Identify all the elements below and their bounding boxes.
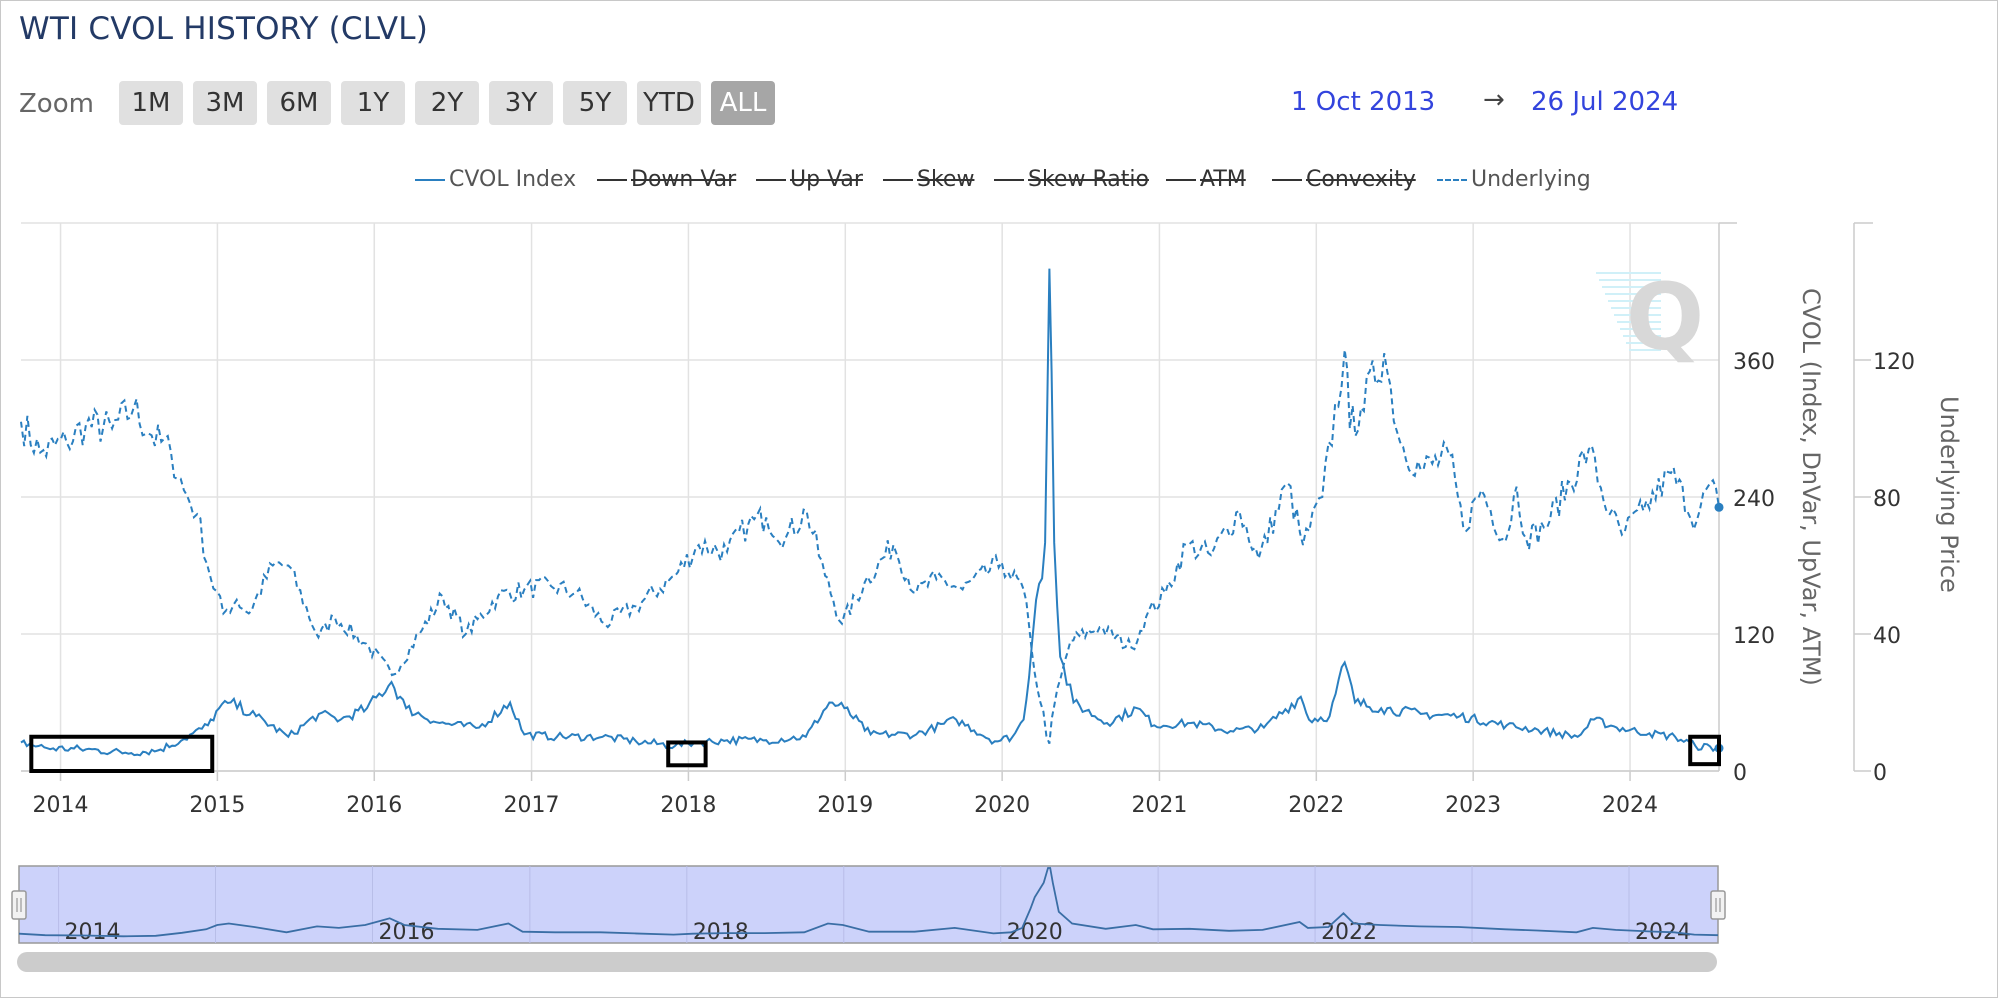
legend-item-up-var[interactable]: Up Var (756, 167, 863, 192)
y-right-tick-label: 0 (1873, 761, 1887, 786)
legend-item-skew-ratio[interactable]: Skew Ratio (994, 167, 1149, 192)
highlight-box (1688, 734, 1722, 767)
navigator-x-label: 2014 (65, 920, 121, 945)
y-right-tick-label: 120 (1873, 350, 1915, 375)
zoom-ytd-button[interactable]: YTD (637, 81, 701, 125)
navigator-handle-body (11, 890, 27, 920)
y-left-tick-label: 360 (1733, 350, 1775, 375)
navigator-x-label: 2020 (1007, 920, 1063, 945)
x-tick-label: 2022 (1288, 793, 1344, 818)
legend-label: Skew (917, 167, 975, 192)
legend-label: Convexity (1306, 167, 1416, 192)
series-end-marker-underlying (1714, 502, 1724, 512)
legend-item-atm[interactable]: ATM (1166, 167, 1246, 192)
zoom-2y-button[interactable]: 2Y (415, 81, 479, 125)
y-right-tick-label: 80 (1873, 487, 1901, 512)
series-line-cvol-index (20, 268, 1720, 757)
legend-label: Underlying (1471, 167, 1591, 192)
y-left-axis-title: CVOL (Index, DnVar, UpVar, ATM) (1797, 288, 1825, 686)
highlight-box (29, 734, 215, 773)
watermark-logo: Q (1596, 264, 1704, 371)
zoom-1y-button[interactable]: 1Y (341, 81, 405, 125)
legend-label: Down Var (631, 167, 737, 192)
zoom-3y-button[interactable]: 3Y (489, 81, 553, 125)
x-tick-label: 2024 (1602, 793, 1658, 818)
x-tick-label: 2018 (660, 793, 716, 818)
legend-label: Skew Ratio (1028, 167, 1149, 192)
navigator-x-label: 2016 (378, 920, 434, 945)
series-line-underlying (20, 349, 1720, 744)
scrollbar[interactable] (17, 952, 1717, 972)
navigator-handle-right[interactable] (1710, 890, 1726, 920)
watermark-letter: Q (1626, 264, 1704, 371)
x-tick-label: 2016 (346, 793, 402, 818)
x-tick-label: 2020 (974, 793, 1030, 818)
navigator-handle-left[interactable] (11, 890, 27, 920)
x-tick-label: 2023 (1445, 793, 1501, 818)
x-tick-label: 2015 (189, 793, 245, 818)
highlight-box (666, 740, 708, 768)
navigator-series-line (18, 867, 1719, 938)
range-from-input[interactable]: 1 Oct 2013 (1291, 87, 1436, 117)
zoom-5y-button[interactable]: 5Y (563, 81, 627, 125)
legend-label: Up Var (790, 167, 863, 192)
legend-item-underlying[interactable]: Underlying (1437, 167, 1591, 192)
zoom-3m-button[interactable]: 3M (193, 81, 257, 125)
zoom-label: Zoom (19, 89, 94, 119)
x-tick-label: 2019 (817, 793, 873, 818)
x-tick-label: 2021 (1131, 793, 1187, 818)
legend: CVOL Index Down Var Up Var Skew Skew Rat… (1, 167, 2000, 207)
zoom-all-button[interactable]: ALL (711, 81, 775, 125)
zoom-1m-button[interactable]: 1M (119, 81, 183, 125)
legend-item-cvol-index[interactable]: CVOL Index (415, 167, 576, 192)
legend-label: CVOL Index (449, 167, 577, 192)
zoom-6m-button[interactable]: 6M (267, 81, 331, 125)
legend-item-convexity[interactable]: Convexity (1272, 167, 1416, 192)
navigator-handle-body (1710, 890, 1726, 920)
x-tick-label: 2014 (33, 793, 89, 818)
legend-item-skew[interactable]: Skew (883, 167, 974, 192)
x-tick-label: 2017 (504, 793, 560, 818)
y-left-tick-label: 0 (1733, 761, 1747, 786)
y-right-tick-label: 40 (1873, 624, 1901, 649)
legend-item-down-var[interactable]: Down Var (597, 167, 736, 192)
y-left-tick-label: 240 (1733, 487, 1775, 512)
range-to-input[interactable]: 26 Jul 2024 (1531, 87, 1679, 117)
page-title: WTI CVOL HISTORY (CLVL) (19, 11, 429, 47)
range-arrow: → (1483, 85, 1505, 115)
y-right-axis-title: Underlying Price (1935, 396, 1963, 593)
y-left-tick-label: 120 (1733, 624, 1775, 649)
legend-label: ATM (1200, 167, 1246, 192)
